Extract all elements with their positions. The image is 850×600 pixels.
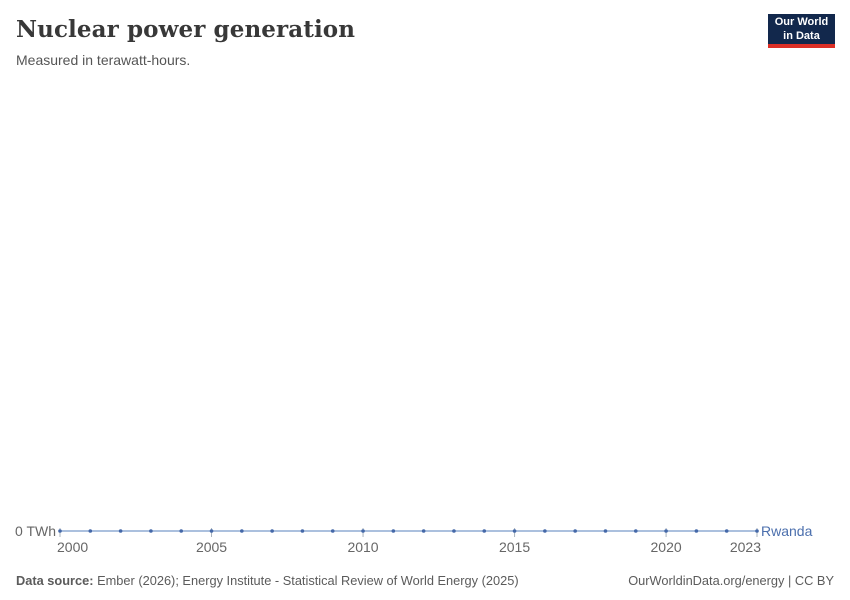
series-label[interactable]: Rwanda [761, 523, 813, 539]
data-source-text: Ember (2026); Energy Institute - Statist… [93, 573, 519, 588]
data-point[interactable] [482, 529, 487, 533]
chart-header: Nuclear power generation Measured in ter… [16, 16, 740, 68]
data-point[interactable] [603, 529, 608, 533]
x-axis-tick-label: 2015 [499, 539, 530, 555]
data-point[interactable] [391, 529, 396, 533]
y-axis-label: 0 TWh [15, 523, 56, 539]
data-point[interactable] [724, 529, 729, 533]
data-point[interactable] [694, 529, 699, 533]
owid-logo-line1: Our World [774, 15, 829, 28]
data-point[interactable] [543, 529, 547, 533]
x-axis-tick-label: 2020 [651, 539, 682, 555]
line-chart[interactable]: 2000 2005 2010 2015 2020 2023 0 TWh Rwanda [0, 80, 850, 562]
page-title: Nuclear power generation [16, 16, 356, 43]
x-axis-tick-label: 2005 [196, 539, 227, 555]
data-point[interactable] [300, 529, 305, 533]
data-point[interactable] [755, 529, 759, 533]
data-point[interactable] [664, 529, 668, 533]
data-source-label: Data source: [16, 573, 94, 588]
owid-logo[interactable]: Our World in Data [768, 14, 835, 48]
data-source-note: Data source: Ember (2026); Energy Instit… [16, 573, 519, 588]
data-point[interactable] [179, 529, 184, 533]
chart-footer: Data source: Ember (2026); Energy Instit… [16, 573, 834, 588]
data-point[interactable] [452, 529, 456, 533]
data-point[interactable] [633, 529, 638, 533]
data-point[interactable] [421, 529, 426, 533]
owid-logo-line2: in Data [783, 30, 820, 42]
owid-license-link[interactable]: OurWorldinData.org/energy | CC BY [628, 573, 834, 588]
data-point[interactable] [149, 529, 153, 533]
data-point[interactable] [512, 529, 517, 533]
data-point[interactable] [58, 529, 62, 533]
data-point[interactable] [240, 529, 244, 533]
data-point[interactable] [270, 529, 274, 533]
data-point[interactable] [118, 529, 123, 533]
data-point[interactable] [88, 529, 93, 533]
data-point[interactable] [330, 529, 335, 533]
data-point[interactable] [209, 529, 214, 533]
x-axis-tick-label: 2000 [57, 539, 88, 555]
chart-subtitle: Measured in terawatt-hours. [16, 51, 191, 68]
data-point[interactable] [573, 529, 577, 533]
x-axis-tick-label: 2023 [730, 539, 761, 555]
data-point[interactable] [361, 529, 365, 533]
x-axis-tick-label: 2010 [347, 539, 378, 555]
